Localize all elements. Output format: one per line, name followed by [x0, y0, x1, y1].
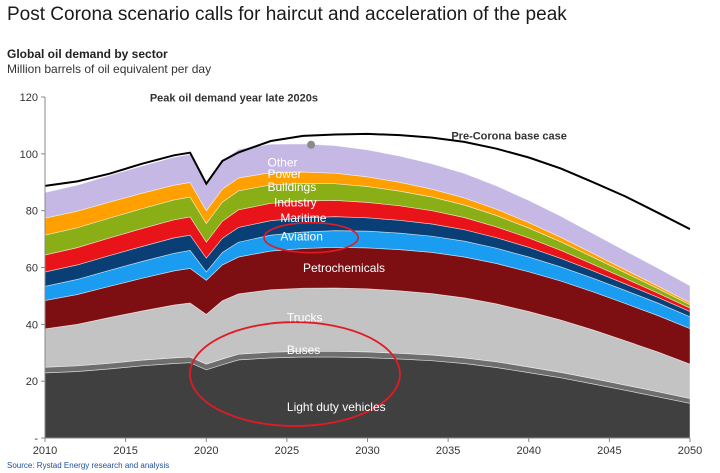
x-tick-label: 2010 — [33, 445, 57, 457]
highlight-ellipse-road-transport — [189, 321, 401, 427]
x-tick-label: 2030 — [355, 445, 379, 457]
y-tick-label: 120 — [20, 92, 38, 104]
label-power: Power — [268, 167, 302, 181]
series-labels: Light duty vehicles Buses Trucks Petrochemi… — [268, 156, 386, 414]
y-tick-label: 80 — [26, 206, 38, 218]
chart-subtitle: Million barrels of oil equivalent per da… — [7, 62, 212, 76]
label-trucks: Trucks — [287, 311, 323, 325]
page-headline: Post Corona scenario calls for haircut a… — [7, 4, 567, 25]
label-buildings: Buildings — [268, 180, 317, 194]
label-industry: Industry — [274, 195, 317, 209]
y-tick-label: 40 — [26, 319, 38, 331]
stacked-areas — [44, 143, 691, 439]
y-tick-label: - — [34, 433, 38, 445]
x-tick-label: 2045 — [597, 445, 621, 457]
annotation-peak-oil: Peak oil demand year late 2020s — [150, 92, 318, 104]
y-tick-label: 60 — [26, 263, 38, 275]
label-maritime: Maritime — [280, 211, 326, 225]
x-tick-label: 2050 — [678, 445, 702, 457]
chart-title: Global oil demand by sector — [7, 47, 168, 61]
x-tick-label: 2035 — [436, 445, 460, 457]
annotation-pre-corona: Pre-Corona base case — [451, 131, 567, 143]
y-tick-label: 20 — [26, 376, 38, 388]
x-tick-label: 2015 — [113, 445, 137, 457]
label-buses: Buses — [287, 343, 320, 357]
pre-corona-line-group — [44, 132, 691, 230]
peak-marker — [307, 140, 316, 149]
label-aviation: Aviation — [280, 230, 322, 244]
line-pre-corona-base-case — [44, 132, 691, 230]
x-tick-label: 2020 — [194, 445, 218, 457]
label-other: Other — [268, 156, 298, 170]
label-petrochemicals: Petrochemicals — [303, 261, 385, 275]
chart-annotations: Peak oil demand year late 2020s Pre-Coron… — [150, 92, 567, 149]
highlight-ellipse-maritime-aviation — [263, 221, 359, 254]
x-tick-label: 2025 — [275, 445, 299, 457]
source-note: Source: Rystad Energy research and analy… — [7, 461, 170, 470]
highlight-ellipses — [189, 221, 401, 427]
label-light-duty-vehicles: Light duty vehicles — [287, 400, 386, 414]
x-tick-label: 2040 — [517, 445, 541, 457]
y-tick-label: 100 — [20, 149, 38, 161]
